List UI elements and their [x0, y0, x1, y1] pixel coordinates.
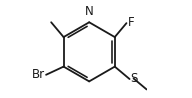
Text: Br: Br — [32, 68, 45, 81]
Text: N: N — [85, 5, 94, 18]
Text: S: S — [131, 72, 138, 85]
Text: F: F — [128, 16, 134, 29]
